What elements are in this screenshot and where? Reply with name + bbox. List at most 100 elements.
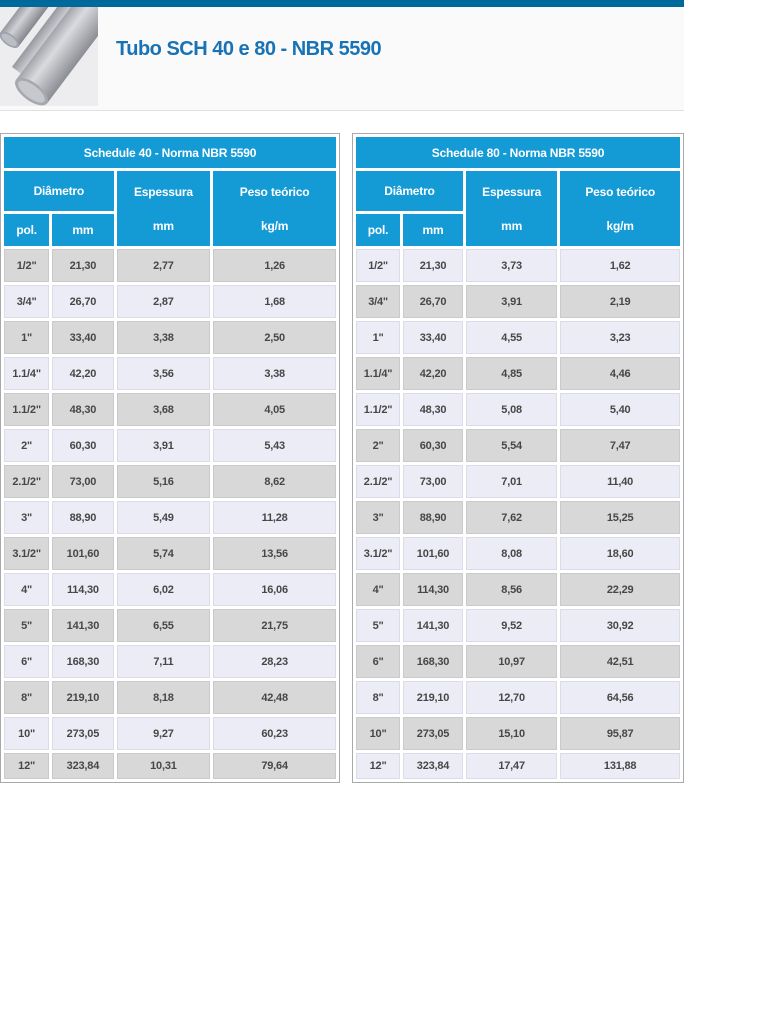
table-cell: 79,64 [213,753,336,779]
table-cell: 3,91 [465,285,558,318]
col-header-espessura-unit: mm [501,218,523,233]
table-cell: 5,49 [116,501,211,534]
table-cell: 5,08 [465,393,558,426]
schedule-80-spec-table: Schedule 80 - Norma NBR 5590 Diâmetro Es… [353,134,683,782]
table-cell: 3,23 [560,321,680,354]
table-cell: 60,30 [52,429,114,462]
table-cell: 2" [4,429,50,462]
table-cell: 21,30 [52,249,114,282]
table-cell: 3" [356,501,401,534]
table-cell: 1/2" [4,249,50,282]
table-cell: 1,68 [213,285,336,318]
table-row: 1" 33,40 4,55 3,23 [356,321,680,354]
table-cell: 15,25 [560,501,680,534]
table-cell: 26,70 [52,285,114,318]
col-header-diametro: Diâmetro [4,171,114,211]
page-title: Tubo SCH 40 e 80 - NBR 5590 [116,38,382,60]
table-cell: 1" [4,321,50,354]
table-cell: 8,62 [213,465,336,498]
table-row: 3.1/2" 101,60 8,08 18,60 [356,537,680,570]
pipes-image [0,7,98,106]
table-cell: 168,30 [403,645,463,678]
col-header-peso-unit: kg/m [261,218,289,233]
table-row: 6" 168,30 7,11 28,23 [4,645,336,678]
table-cell: 73,00 [52,465,114,498]
table-cell: 131,88 [560,753,680,779]
col-header-peso-label: Peso teórico [239,184,310,199]
table-row: 12" 323,84 17,47 131,88 [356,753,680,779]
table-row: 1.1/2" 48,30 5,08 5,40 [356,393,680,426]
table-cell: 114,30 [52,573,114,606]
top-accent-bar [0,0,684,7]
table-cell: 6,55 [116,609,211,642]
table-row: 1/2" 21,30 3,73 1,62 [356,249,680,282]
table-cell: 273,05 [52,717,114,750]
col-header-peso-label: Peso teórico [585,184,655,199]
table-cell: 10,31 [116,753,211,779]
table-cell: 33,40 [403,321,463,354]
table-cell: 42,20 [52,357,114,390]
table-cell: 6,02 [116,573,211,606]
col-header-peso-teorico: Peso teórico kg/m [560,171,680,246]
table-title: Schedule 80 - Norma NBR 5590 [356,137,680,168]
table-cell: 3" [4,501,50,534]
schedule-40-spec-table: Schedule 40 - Norma NBR 5590 Diâmetro Es… [1,134,339,782]
table-row: 12" 323,84 10,31 79,64 [4,753,336,779]
table-cell: 8,56 [465,573,558,606]
schedule-40-table: Schedule 40 - Norma NBR 5590 Diâmetro Es… [0,133,340,783]
table-cell: 3,73 [465,249,558,282]
table-row: 3/4" 26,70 2,87 1,68 [4,285,336,318]
table-cell: 21,30 [403,249,463,282]
table-cell: 2.1/2" [4,465,50,498]
table-row: 10" 273,05 15,10 95,87 [356,717,680,750]
table-cell: 11,40 [560,465,680,498]
table-cell: 12,70 [465,681,558,714]
table-row: 8" 219,10 12,70 64,56 [356,681,680,714]
table-cell: 4,85 [465,357,558,390]
table-cell: 8" [4,681,50,714]
table-cell: 1/2" [356,249,401,282]
table-cell: 88,90 [403,501,463,534]
table-cell: 48,30 [403,393,463,426]
table-row: 1.1/4" 42,20 3,56 3,38 [4,357,336,390]
col-header-diametro: Diâmetro [356,171,463,211]
table-cell: 5,16 [116,465,211,498]
table-row: 3" 88,90 5,49 11,28 [4,501,336,534]
table-cell: 30,92 [560,609,680,642]
table-row: 5" 141,30 6,55 21,75 [4,609,336,642]
table-cell: 5" [4,609,50,642]
pipes-illustration [0,7,98,106]
table-cell: 11,28 [213,501,336,534]
table-cell: 2" [356,429,401,462]
table-cell: 7,62 [465,501,558,534]
tables-container: Schedule 40 - Norma NBR 5590 Diâmetro Es… [0,133,684,783]
table-row: 6" 168,30 10,97 42,51 [356,645,680,678]
table-cell: 3,91 [116,429,211,462]
table-cell: 10" [4,717,50,750]
table-cell: 3,56 [116,357,211,390]
table-cell: 42,48 [213,681,336,714]
table-row: 3" 88,90 7,62 15,25 [356,501,680,534]
table-cell: 5,54 [465,429,558,462]
table-cell: 42,51 [560,645,680,678]
table-cell: 4,05 [213,393,336,426]
table-cell: 3,68 [116,393,211,426]
table-cell: 73,00 [403,465,463,498]
col-header-espessura: Espessura mm [465,171,558,246]
table-cell: 64,56 [560,681,680,714]
table-cell: 141,30 [52,609,114,642]
table-cell: 101,60 [52,537,114,570]
table-cell: 3.1/2" [356,537,401,570]
table-cell: 95,87 [560,717,680,750]
table-cell: 1" [356,321,401,354]
col-header-pol: pol. [356,214,401,246]
table-cell: 5" [356,609,401,642]
table-cell: 5,40 [560,393,680,426]
col-header-espessura-label: Espessura [482,184,542,199]
table-cell: 10" [356,717,401,750]
table-row: 1.1/2" 48,30 3,68 4,05 [4,393,336,426]
table-cell: 8,18 [116,681,211,714]
table-row: 1/2" 21,30 2,77 1,26 [4,249,336,282]
table-cell: 219,10 [52,681,114,714]
table-cell: 2,50 [213,321,336,354]
